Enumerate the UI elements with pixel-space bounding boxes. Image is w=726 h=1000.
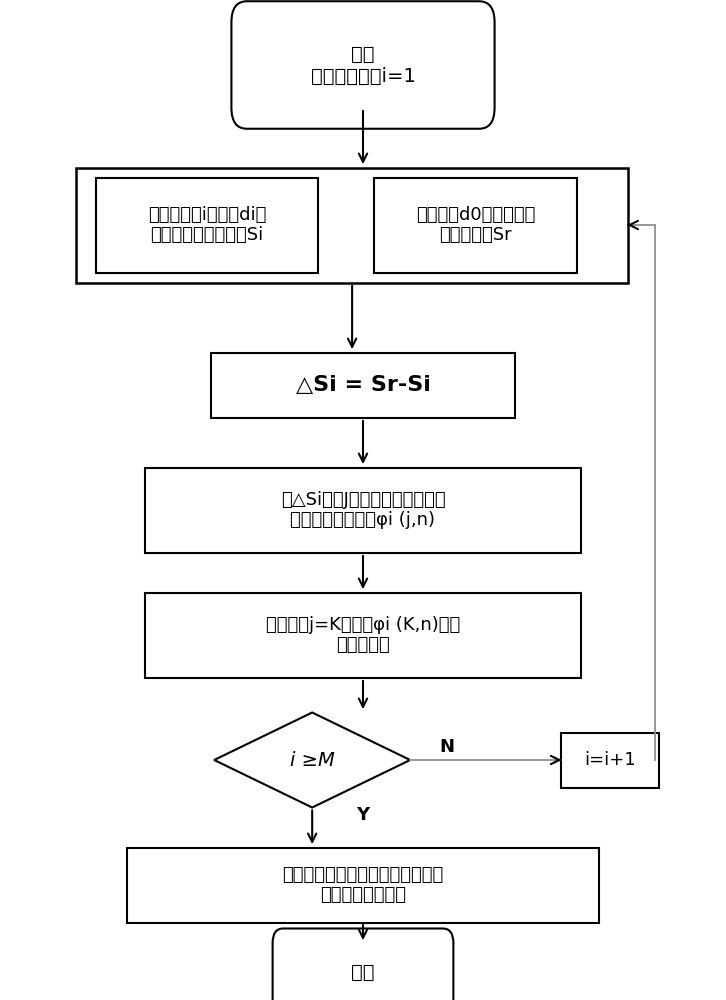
Bar <box>127 847 599 922</box>
Text: △Si = Sr-Si: △Si = Sr-Si <box>295 375 431 395</box>
Bar <box>76 167 628 282</box>
Text: 检测厚为d0的参考试件
得到信号：Sr: 检测厚为d0的参考试件 得到信号：Sr <box>416 206 535 244</box>
Bar <box>96 178 318 272</box>
FancyBboxPatch shape <box>232 1 494 129</box>
Text: 对△Si进行J层复小波变换，得到
小波系数的相位谱φi (j,n): 对△Si进行J层复小波变换，得到 小波系数的相位谱φi (j,n) <box>281 491 445 529</box>
Bar <box>560 732 658 788</box>
Polygon shape <box>214 712 410 808</box>
FancyBboxPatch shape <box>273 928 453 1000</box>
Bar <box>145 468 581 552</box>
Bar <box>374 178 577 272</box>
Text: 启动
标准试件编号i=1: 启动 标准试件编号i=1 <box>311 44 415 86</box>
Bar <box>145 592 581 678</box>
Text: i=i+1: i=i+1 <box>584 751 636 769</box>
Text: 根据厚度和相位跃变点的实验数据
制作厚度标定曲线: 根据厚度和相位跃变点的实验数据 制作厚度标定曲线 <box>282 866 444 904</box>
Text: 结束: 结束 <box>351 962 375 982</box>
Text: N: N <box>439 738 454 756</box>
Text: 检测编号为i，厚为di的
标准试件得到信号：Si: 检测编号为i，厚为di的 标准试件得到信号：Si <box>147 206 266 244</box>
Text: i ≥M: i ≥M <box>290 750 335 770</box>
Text: Y: Y <box>356 806 370 824</box>
Bar <box>211 353 515 418</box>
Text: 指定尺度j=K，找出φi (K,n)中的
相位跃变点: 指定尺度j=K，找出φi (K,n)中的 相位跃变点 <box>266 616 460 654</box>
